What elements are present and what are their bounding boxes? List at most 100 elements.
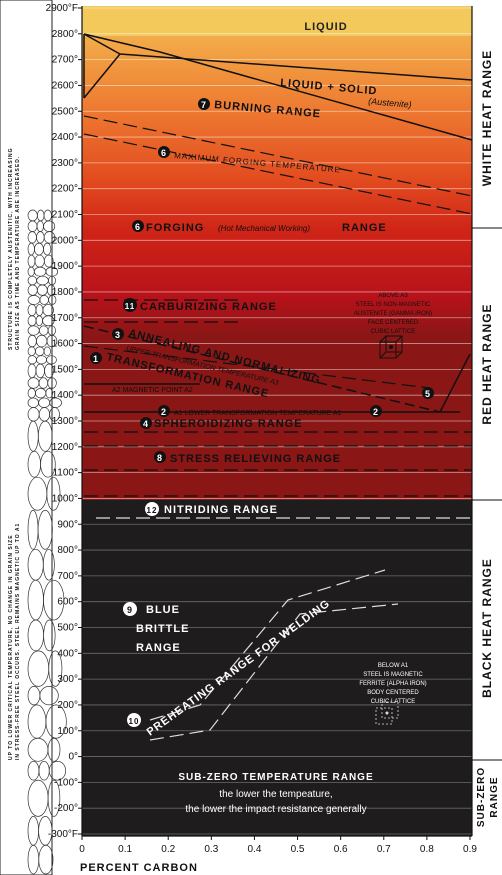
- y-axis-ticks: 2900°F 2800° 2700° 2600° 2500° 2400° 2300° 2200…: [46, 3, 82, 840]
- grain-cell: [47, 737, 61, 762]
- preheat-bottom: [149, 603, 399, 741]
- lower-transformation-text: A1 LOWER TRANSFORMATION TEMPERATURE A1: [174, 410, 342, 417]
- grain-cell: [40, 450, 56, 478]
- max-forging-num: 6: [161, 148, 167, 158]
- carburizing-range-label: 11 CARBURIZING RANGE: [123, 298, 277, 313]
- lower-transformation-num: 2: [161, 407, 167, 417]
- below-a1-note: BELOW A1 STEEL IS MAGNETIC FERRITE (ALPH…: [359, 663, 427, 725]
- grain-cell: [43, 346, 51, 357]
- x-tick-label: 0.9: [463, 844, 477, 855]
- above-a3-note: ABOVE A3 STEEL IS NON-MAGNETIC AUSTENITE…: [354, 293, 432, 359]
- austenite-label: (Austenite): [368, 96, 412, 110]
- strip-text-d: GRAIN SIZE AS TIME AND TEMPERATURE ARE I…: [15, 156, 21, 350]
- grain-cell: [42, 315, 55, 327]
- range-dashes: [83, 115, 473, 497]
- y-tick-label: 2900°F: [46, 3, 78, 14]
- burning-dash: [83, 115, 473, 197]
- y-tick-label: 1100°: [52, 468, 78, 479]
- forging-num: 6: [135, 222, 141, 232]
- y-tick-label: 1900°: [52, 261, 78, 272]
- annealing-dash: [83, 345, 431, 389]
- x-tick-label: 0.5: [291, 844, 305, 855]
- phase-lines: [83, 33, 473, 413]
- spheroidizing-range-label: 4 SPHEROIDIZING RANGE: [140, 417, 303, 430]
- y-tick-label: 2800°: [52, 29, 78, 40]
- strip-text-b: IN STRESS-FREE STEEL OCCURS. STEEL REMAI…: [15, 523, 21, 760]
- forging-range-label: 6 FORGING (Hot Mechanical Working) RANGE: [132, 220, 387, 234]
- grain-illustration: [27, 209, 67, 875]
- y-tick-label: 1700°: [52, 313, 78, 324]
- lower-transformation-label: 2 A1 LOWER TRANSFORMATION TEMPERATURE A1…: [158, 405, 382, 417]
- below-a1-line2: STEEL IS MAGNETIC: [363, 672, 423, 678]
- y-tick-label: 2300°: [52, 158, 78, 169]
- spheroidizing-text: SPHEROIDIZING RANGE: [154, 418, 303, 430]
- transformation-num: 1: [93, 354, 99, 364]
- sub-zero-band-b: RANGE: [489, 776, 500, 817]
- strip-text-c: STRUCTURE IS COMPLETELY AUSTENITIC, WITH…: [8, 148, 14, 351]
- y-tick-label: 400°: [57, 648, 78, 659]
- sub-zero-line2: the lower the impact resistance generall…: [185, 804, 366, 815]
- y-tick-label: 600°: [57, 597, 78, 608]
- nitriding-range-label: 12 NITRIDING RANGE: [145, 502, 277, 516]
- grain-cell: [48, 760, 67, 781]
- blue-brittle-line2: BRITTLE: [136, 623, 189, 635]
- x-axis-ticks: 0 0.1 0.2 0.3 0.4 0.5 0.6 0.7 0.8 0.9: [79, 836, 477, 855]
- y-tick-label: 0°: [68, 752, 78, 763]
- y-tick-label: 2600°: [52, 80, 78, 91]
- y-tick-label: 2200°: [52, 184, 78, 195]
- forging-dash: [83, 133, 473, 215]
- preheat-top: [149, 569, 386, 721]
- grain-cell: [43, 619, 56, 652]
- grain-cell: [43, 231, 56, 244]
- sub-zero-title: SUB-ZERO TEMPERATURE RANGE: [178, 772, 373, 783]
- grain-cell: [47, 779, 61, 817]
- grain-cell: [38, 844, 54, 875]
- right-heat-bands: WHITE HEAT RANGE RED HEAT RANGE BLACK HE…: [471, 6, 502, 836]
- x-tick-label: 0.6: [334, 844, 348, 855]
- grain-cell: [49, 407, 60, 422]
- above-a3-line2: STEEL IS NON-MAGNETIC: [356, 302, 431, 308]
- nitriding-num: 12: [147, 506, 158, 515]
- below-a1-line5: CUBIC LATTICE: [371, 699, 416, 705]
- liquid-label: LIQUID: [304, 21, 347, 33]
- blue-brittle-line3: RANGE: [136, 642, 181, 654]
- right-band-column: [472, 6, 502, 836]
- forging-sub: (Hot Mechanical Working): [218, 224, 310, 233]
- y-tick-label: 2000°: [52, 235, 78, 246]
- y-tick-label: 500°: [57, 623, 78, 634]
- y-tick-label: 1300°: [52, 416, 78, 427]
- y-tick-label: 300°: [57, 674, 78, 685]
- grain-cell: [48, 650, 63, 687]
- x-axis-label: PERCENT CARBON: [80, 862, 198, 874]
- burning-num: 7: [201, 100, 207, 110]
- below-a1-line3: FERRITE (ALPHA IRON): [359, 681, 426, 687]
- upper-transformation-line: [83, 325, 441, 413]
- black-zone: [82, 500, 472, 836]
- spheroidizing-num: 4: [143, 419, 149, 429]
- y-tick-label: 2100°: [52, 210, 78, 221]
- grain-cell: [46, 355, 57, 365]
- x-tick-label: 0.2: [161, 844, 175, 855]
- grain-cell: [43, 579, 65, 621]
- forging-text: FORGING: [146, 222, 204, 234]
- gridlines: [82, 7, 472, 835]
- annealing-end-num: 5: [425, 389, 431, 399]
- peritectic-line: [83, 53, 121, 99]
- y-tick-label: 2700°: [52, 55, 78, 66]
- grain-cell: [47, 377, 57, 389]
- above-a3-line5: CUBIC LATTICE: [371, 329, 416, 335]
- y-tick-label: 1500°: [52, 364, 78, 375]
- stress-relieving-range-label: 8 STRESS RELIEVING RANGE: [154, 451, 340, 465]
- x-tick-label: 0.3: [204, 844, 218, 855]
- grain-cell: [37, 509, 53, 550]
- sub-zero-line1: the lower the tempeature,: [219, 789, 332, 800]
- above-a3-line4: FACE CENTERED: [368, 320, 419, 326]
- acm-line: [439, 353, 471, 413]
- grain-cell: [45, 387, 54, 399]
- below-a1-line1: BELOW A1: [378, 663, 409, 669]
- carburizing-text: CARBURIZING RANGE: [140, 301, 277, 313]
- y-tick-label: 900°: [57, 519, 78, 530]
- stress-num: 8: [157, 453, 163, 463]
- forging-text2: RANGE: [342, 222, 387, 234]
